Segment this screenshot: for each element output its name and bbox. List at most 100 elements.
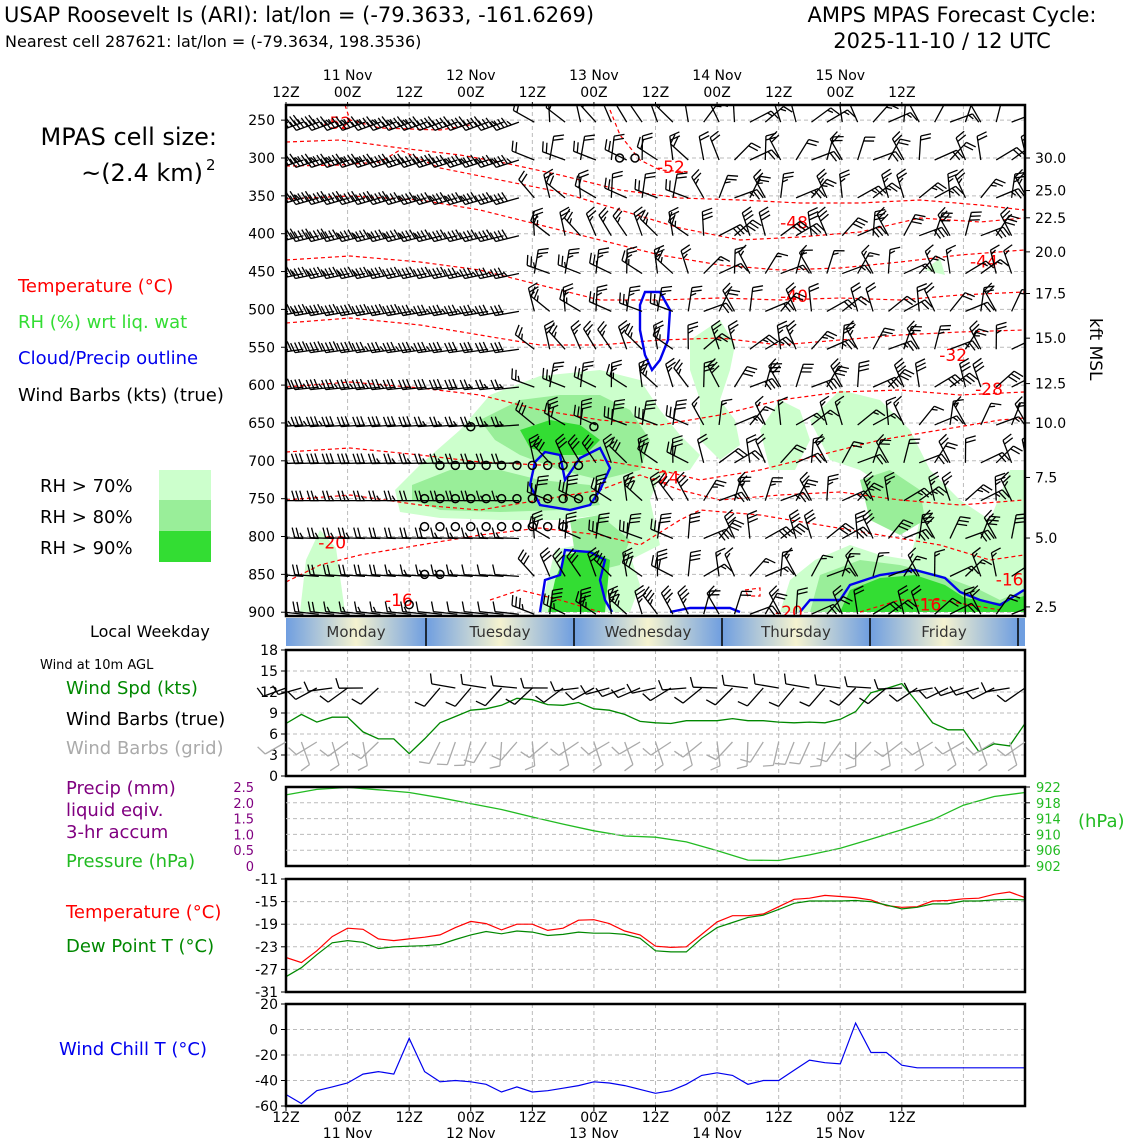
meteogram: { "header": { "station": "USAP Roosevelt…: [0, 0, 1140, 1140]
bottom-hour-label: 12Z: [395, 1110, 422, 1126]
barb-feather: [749, 146, 758, 151]
barb-feather: [365, 384, 369, 389]
barb-feather: [850, 330, 853, 335]
barb-feather: [421, 268, 426, 277]
barb-feather: [593, 255, 595, 265]
barb-feather: [614, 94, 621, 102]
upper-wind-barb: [528, 283, 538, 312]
barb-feather: [822, 186, 828, 187]
barb-feather: [840, 170, 850, 174]
upper-wind-barb: [493, 601, 519, 614]
barb-feather: [809, 287, 819, 291]
top-hour-label: 12Z: [272, 85, 299, 101]
barb-feather: [707, 755, 716, 760]
barb-feather: [613, 171, 623, 173]
kft-tick-label: 10.0: [1035, 416, 1066, 432]
top-hour-label: 00Z: [580, 85, 607, 101]
barb-feather: [815, 674, 817, 684]
barb-feather: [730, 290, 740, 292]
barb-feather: [437, 268, 442, 277]
upper-wind-barb: [628, 94, 642, 122]
pressure-tick-label: 450: [248, 265, 275, 281]
grid-wind-barb: [560, 742, 569, 771]
barb-staff: [948, 742, 956, 765]
panel-frame: [286, 787, 1025, 866]
barb-feather: [620, 293, 621, 303]
upper-wind-barb: [1027, 303, 1056, 313]
barb-feather: [274, 117, 280, 125]
barb-feather: [740, 759, 750, 762]
barb-feather: [745, 370, 755, 373]
barb-feather: [763, 765, 773, 766]
barb-feather: [783, 176, 793, 178]
barb-feather: [711, 766, 721, 770]
barb-feather: [516, 142, 517, 152]
cycle-time: 2025-11-10 / 12 UTC: [833, 29, 1051, 53]
barb-feather: [543, 368, 544, 378]
barb-feather: [978, 136, 987, 141]
surface-wind-barb: [506, 688, 533, 704]
barb-feather: [1028, 565, 1033, 568]
barb-feather: [344, 268, 349, 277]
barb-feather: [915, 765, 924, 771]
barb-feather: [277, 565, 279, 575]
weekday-label: Monday: [326, 623, 385, 641]
bottom-hour-label: 00Z: [334, 1110, 361, 1126]
upper-wind-barb: [605, 178, 627, 198]
barb-feather: [462, 601, 464, 611]
barb-staff: [773, 742, 778, 765]
surface-wind-barb: [722, 675, 748, 688]
dewpoint-label: Dew Point T (°C): [66, 936, 214, 957]
barb-feather: [726, 179, 736, 180]
barb-feather: [551, 749, 559, 756]
barb-staff: [943, 742, 964, 754]
barb-staff: [917, 742, 923, 765]
barb-feather: [596, 261, 597, 267]
value-tick-label: -20: [255, 1048, 278, 1064]
barb-feather: [275, 191, 281, 200]
precip-label-2: liquid eqiv.: [66, 800, 163, 821]
barb-staff: [619, 742, 640, 754]
barb-feather: [748, 515, 758, 519]
barb-feather: [275, 343, 279, 352]
wind-barbs-grid-label: Wind Barbs (grid): [66, 738, 224, 759]
barb-staff: [575, 99, 580, 122]
barb-feather: [799, 245, 806, 253]
barb-feather: [1032, 590, 1042, 591]
upper-wind-barb: [809, 283, 819, 311]
barb-feather: [279, 306, 284, 315]
barb-feather: [275, 266, 280, 275]
barb-feather: [1022, 290, 1032, 292]
barb-feather: [630, 290, 640, 292]
surface-wind-barb: [461, 674, 486, 688]
barb-feather: [763, 410, 769, 411]
barb-feather: [996, 326, 1006, 329]
barb-feather: [959, 179, 962, 184]
barb-staff: [878, 688, 902, 689]
barb-feather: [670, 136, 680, 140]
barb-feather: [531, 256, 532, 266]
barb-feather: [361, 453, 364, 463]
barb-feather: [358, 766, 367, 771]
cross-section-panel: -52-52-48-44-40-36-32-28-24-20-16-16-16-…: [211, 93, 1067, 623]
top-hour-label: 12Z: [519, 85, 546, 101]
top-hour-label: 12Z: [395, 85, 422, 101]
barb-feather: [790, 330, 793, 335]
barb-feather: [733, 99, 738, 102]
barb-feather: [281, 565, 283, 575]
kft-tick-label: 12.5: [1035, 377, 1066, 393]
barb-feather: [674, 697, 683, 703]
surface-wind-barb: [581, 685, 610, 694]
barb-feather: [690, 677, 693, 687]
barb-feather: [864, 251, 867, 256]
barb-feather: [461, 674, 462, 684]
cell-size-exponent: 2: [206, 156, 216, 174]
barb-feather: [371, 269, 376, 278]
top-date-label: 13 Nov: [569, 68, 619, 84]
top-hour-label: 12Z: [642, 85, 669, 101]
pressure-label: Pressure (hPa): [66, 851, 195, 872]
barb-feather: [608, 408, 609, 418]
barb-feather: [623, 521, 624, 531]
barb-feather: [703, 216, 713, 220]
barb-staff: [1005, 688, 1025, 702]
